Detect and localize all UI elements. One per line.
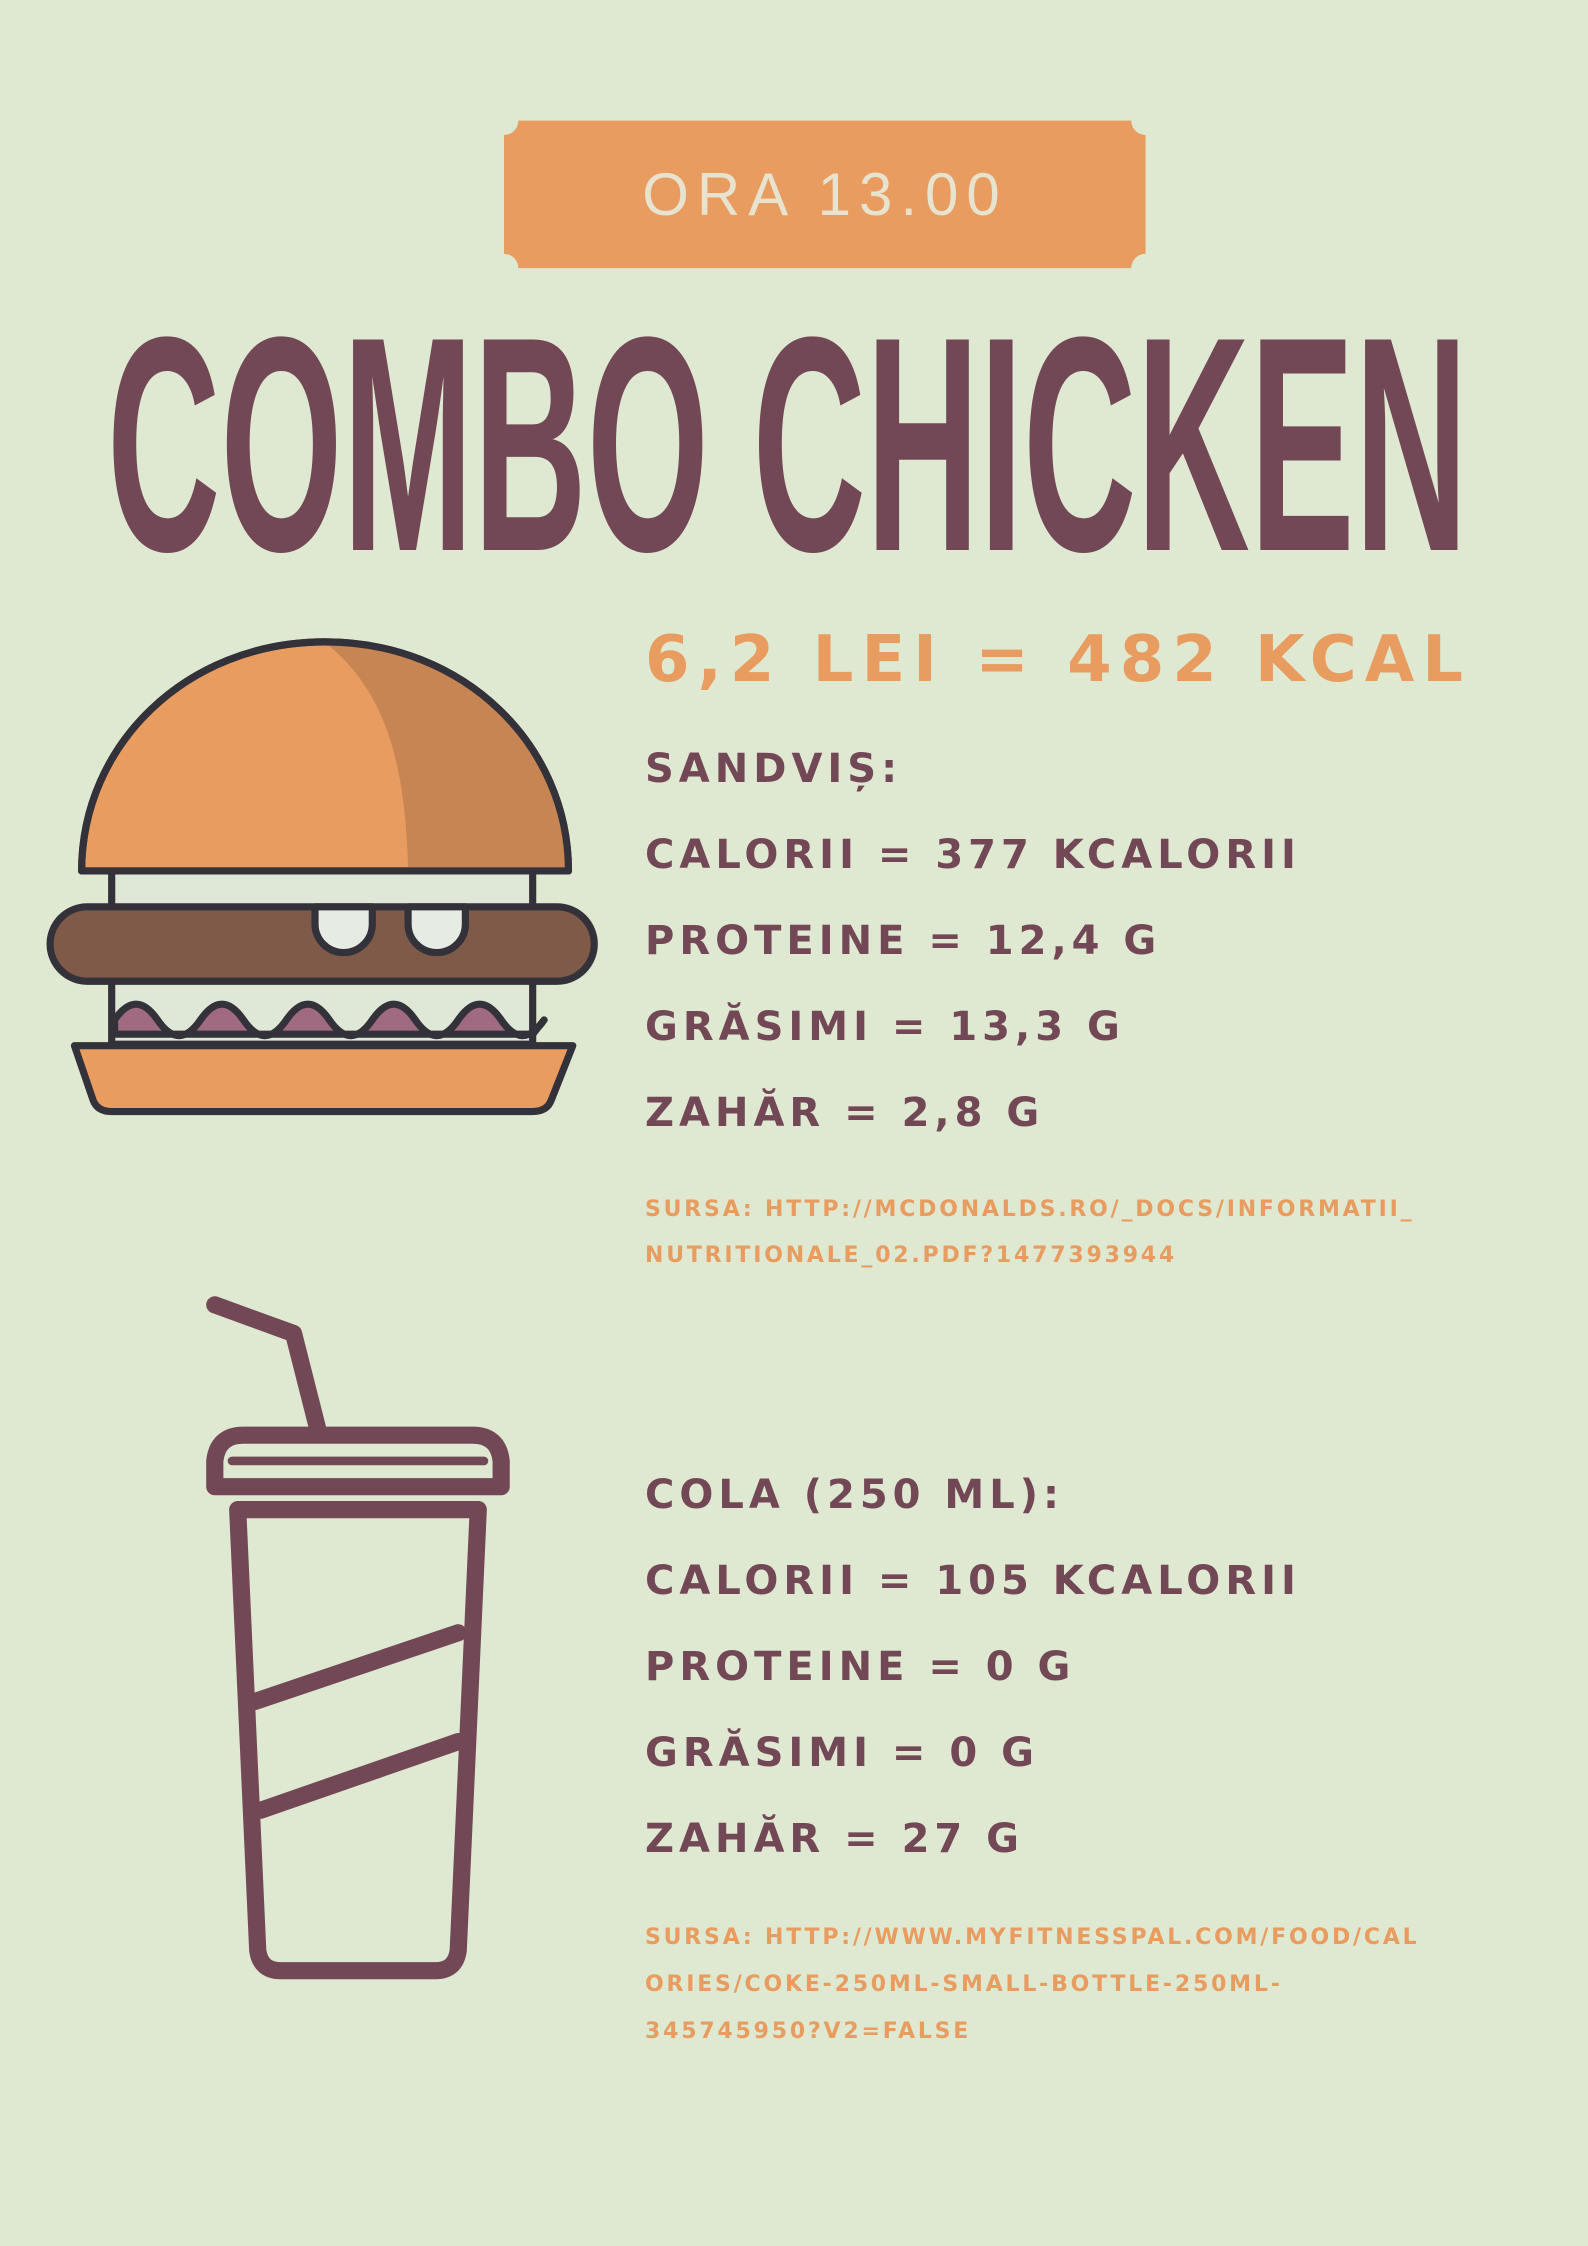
burger-icon <box>46 638 598 1116</box>
sandwich-calories: CALORII = 377 KCALORII <box>645 832 1301 878</box>
sandwich-source-line: SURSA: HTTP://MCDONALDS.RO/_DOCS/INFORMA… <box>645 1197 1415 1222</box>
badge-shape <box>504 120 1146 269</box>
drink-calories: CALORII = 105 KCALORII <box>645 1558 1301 1604</box>
drink-heading: COLA (250 ML): <box>645 1472 1065 1518</box>
drink-sugar: ZAHĂR = 27 G <box>645 1816 1024 1862</box>
sandwich-heading: SANDVIȘ: <box>645 746 903 792</box>
price-summary: 6,2 LEI = 482 KCAL <box>645 623 1472 697</box>
time-badge: ORA 13.00 <box>642 160 1008 228</box>
drink-source-line: 345745950?V2=FALSE <box>645 2019 972 2044</box>
drink-cup-icon <box>206 1296 510 1980</box>
sandwich-protein: PROTEINE = 12,4 G <box>645 918 1162 964</box>
page-title: COMBO CHICKEN <box>107 318 1468 558</box>
title-text: COMBO CHICKEN <box>107 318 1468 558</box>
drink-source-line: SURSA: HTTP://WWW.MYFITNESSPAL.COM/FOOD/… <box>645 1925 1420 1950</box>
drink-protein: PROTEINE = 0 G <box>645 1644 1076 1690</box>
sandwich-fat: GRĂSIMI = 13,3 G <box>645 1004 1125 1050</box>
drink-source-line: ORIES/COKE-250ML-SMALL-BOTTLE-250ML- <box>645 1972 1283 1997</box>
sandwich-source-line: NUTRITIONALE_02.PDF?1477393944 <box>645 1243 1178 1268</box>
drink-fat: GRĂSIMI = 0 G <box>645 1730 1039 1776</box>
sandwich-sugar: ZAHĂR = 2,8 G <box>645 1090 1045 1136</box>
